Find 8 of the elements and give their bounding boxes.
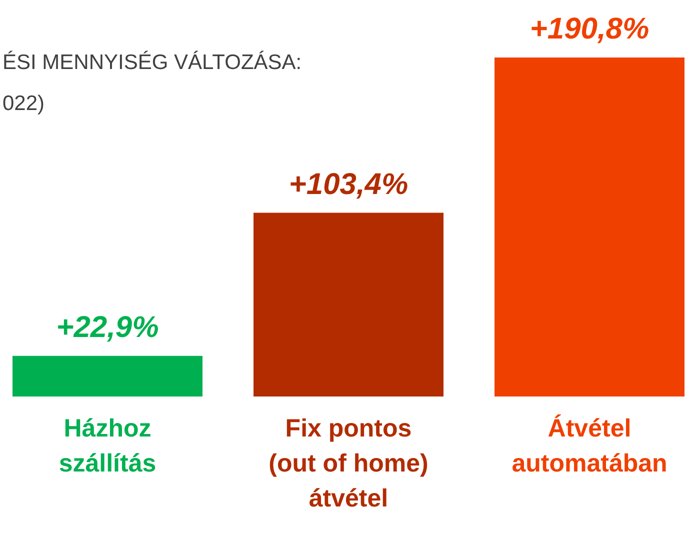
data-label: +103,4% [288,168,408,201]
x-tick-label: Átvétel automatában [512,414,668,478]
x-tick-label: Házhoz szállítás [58,414,156,478]
text: 022) [2,92,45,115]
data-label: +190,8% [530,12,650,46]
data-label: +22,9% [56,310,159,344]
chart-title: ÉSI MENNYISÉG VÁLTOZÁSA: [2,50,302,74]
x-tick-label: Fix pontos (out of home) átvétel [268,414,428,512]
